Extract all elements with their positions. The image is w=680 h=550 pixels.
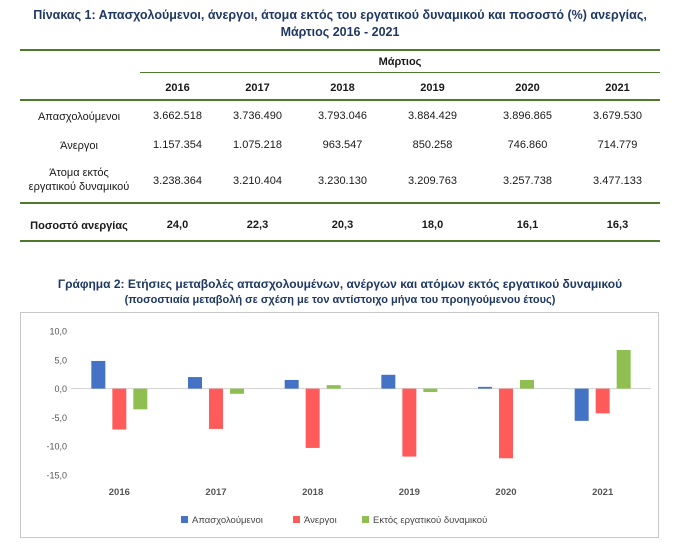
table-cell: 746.860 [507, 139, 548, 151]
row-label-employed: Απασχολούμενοι [37, 111, 121, 123]
table-bottom-rule [20, 240, 660, 242]
legend-label: Άνεργοι [304, 515, 337, 526]
x-tick-label: 2019 [399, 487, 420, 498]
table-title-line1: Πίνακας 1: Απασχολούμενοι, άνεργοι, άτομ… [33, 8, 647, 22]
table-cell: 850.258 [412, 139, 453, 151]
table-cell: 16,3 [606, 219, 629, 231]
bar-unemployed [209, 388, 223, 429]
bar-employed [284, 379, 299, 389]
rate-top-rule [20, 202, 660, 204]
bar-unemployed [305, 388, 320, 448]
header-rule [20, 99, 660, 101]
table-cell: 3.793.046 [318, 110, 367, 122]
legend-label: Απασχολούμενοι [192, 515, 263, 526]
table-cell: 714.779 [597, 139, 638, 151]
x-tick-label: 2021 [592, 487, 614, 498]
y-tick-label: 0,0 [54, 384, 67, 394]
bar-unemployed [595, 388, 610, 414]
table-cell: 3.884.429 [408, 110, 457, 122]
table-cell: 3.736.490 [233, 110, 282, 122]
legend-label: Εκτός εργατικού δυναμικού [373, 515, 487, 526]
table-cell: 18,0 [421, 219, 444, 231]
table-cell: 3.896.865 [503, 110, 552, 122]
legend-swatch [293, 516, 300, 523]
table-cell: 963.547 [322, 139, 363, 151]
bar-employed [91, 360, 106, 389]
y-tick-label: -5,0 [51, 413, 67, 423]
bar-inactive [230, 388, 244, 394]
table-cell: 16,1 [516, 219, 539, 231]
x-tick-label: 2018 [302, 487, 323, 498]
legend-swatch [181, 516, 188, 523]
y-tick-label: 10,0 [49, 327, 67, 337]
bar-unemployed [112, 388, 127, 430]
x-tick-label: 2017 [205, 487, 226, 498]
table-title-line2: Μάρτιος 2016 - 2021 [280, 25, 400, 39]
bar-inactive [616, 350, 631, 389]
year-header: 2018 [330, 82, 355, 94]
table-cell: 3.679.530 [593, 110, 642, 122]
year-header: 2019 [420, 82, 445, 94]
group-header: Μάρτιος [378, 56, 422, 68]
x-tick-label: 2016 [109, 487, 130, 498]
year-header: 2021 [605, 82, 630, 94]
table-cell: 1.157.354 [153, 139, 202, 151]
bar-unemployed [402, 388, 417, 457]
bar-employed [381, 374, 396, 389]
bar-inactive [423, 388, 438, 393]
chart-frame: 10,0 5,0 0,0 -5,0 -10,0 -15,0 2016 2017 2018 2019… [20, 312, 659, 538]
group-header-rule [140, 72, 660, 73]
bar-employed [574, 388, 589, 421]
table-cell: 3.210.404 [233, 175, 282, 187]
row-label-rate: Ποσοστό ανεργίας [30, 220, 128, 232]
bar-unemployed [499, 388, 513, 459]
y-tick-label: 5,0 [54, 355, 67, 365]
table-cell: 3.209.763 [408, 175, 457, 187]
bar-chart: 10,0 5,0 0,0 -5,0 -10,0 -15,0 2016 2017 2018 2019… [46, 327, 651, 526]
year-header: 2017 [245, 82, 270, 94]
table-top-rule [20, 49, 660, 51]
row-label-inactive-line1: Άτομα εκτός [49, 167, 109, 179]
year-header: 2020 [515, 82, 540, 94]
x-tick-label: 2020 [495, 487, 516, 498]
table-cell: 20,3 [331, 219, 354, 231]
table-cell: 3.477.133 [593, 175, 642, 187]
table-cell: 3.257.738 [503, 175, 552, 187]
row-label-unemployed: Άνεργοι [60, 140, 98, 152]
y-tick-label: -10,0 [46, 442, 67, 452]
bar-inactive [520, 379, 534, 389]
bar-employed [478, 386, 492, 389]
chart-title-line2: (ποσοστιαία μεταβολή σε σχέση με τον αντ… [124, 294, 556, 306]
table-cell: 3.238.364 [153, 175, 202, 187]
table-cell: 3.662.518 [153, 110, 202, 122]
legend-swatch [362, 516, 369, 523]
table-cell: 3.230.130 [318, 175, 367, 187]
bar-employed [188, 377, 202, 389]
table-cell: 24,0 [166, 219, 189, 231]
row-label-inactive: Άτομα εκτός εργατικού δυναμικού [20, 166, 138, 194]
bar-inactive [326, 385, 341, 389]
y-tick-label: -15,0 [46, 471, 67, 481]
year-header: 2016 [165, 82, 190, 94]
table-cell: 1.075.218 [233, 139, 282, 151]
chart-title-line1: Γράφημα 2: Ετήσιες μεταβολές απασχολουμέ… [57, 277, 623, 291]
bar-inactive [133, 388, 148, 410]
table-cell: 22,3 [246, 219, 269, 231]
row-label-inactive-line2: εργατικού δυναμικού [28, 181, 130, 193]
